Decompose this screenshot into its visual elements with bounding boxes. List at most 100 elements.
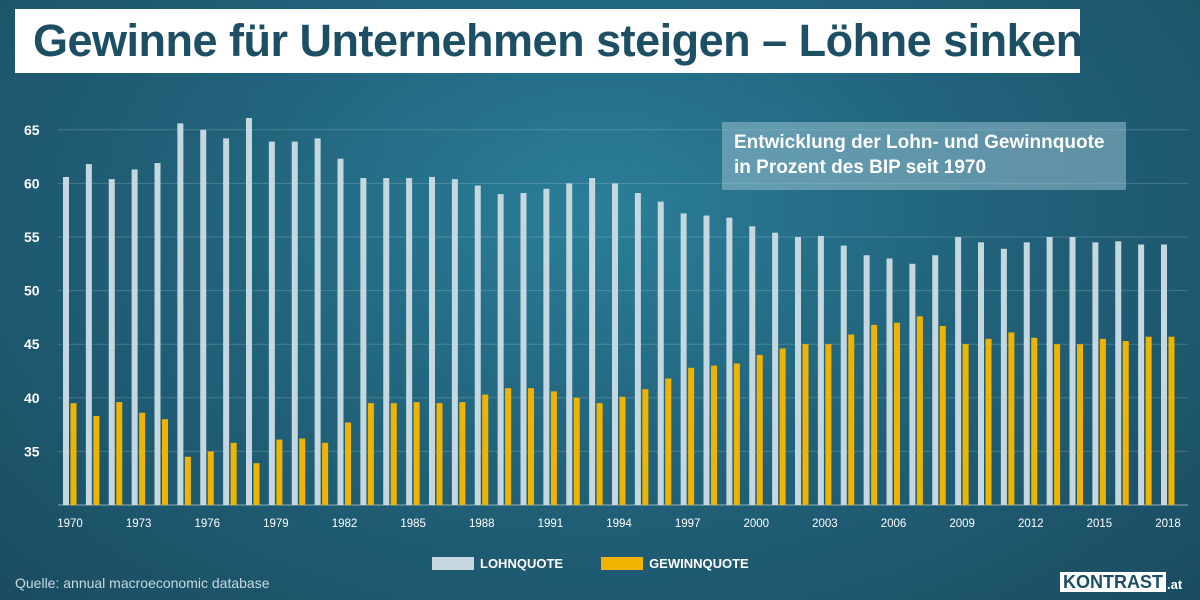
legend-swatch-lohnquote <box>432 557 474 570</box>
gewinnquote-bar-2009 <box>962 344 969 505</box>
gewinnquote-bar-1978 <box>253 463 260 505</box>
lohnquote-bar-1996 <box>657 201 664 505</box>
lohnquote-bar-2011 <box>1000 248 1007 506</box>
legend: LOHNQUOTE GEWINNQUOTE <box>432 556 749 571</box>
lohnquote-bar-1971 <box>85 164 92 505</box>
gewinnquote-bar-1997 <box>688 367 695 505</box>
lohnquote-bar-1997 <box>680 213 687 505</box>
lohnquote-bar-1985 <box>406 178 413 506</box>
gewinnquote-bar-2018 <box>1168 336 1175 505</box>
lohnquote-bar-2012 <box>1023 242 1030 506</box>
lohnquote-bar-1987 <box>451 179 458 505</box>
gewinnquote-bar-1999 <box>733 363 740 505</box>
legend-item-gewinnquote: GEWINNQUOTE <box>601 556 749 571</box>
lohnquote-bar-2016 <box>1115 241 1122 505</box>
gewinnquote-bar-1974 <box>162 419 168 505</box>
gewinnquote-bar-1981 <box>322 442 329 505</box>
logo-name: KONTRAST <box>1060 572 1166 592</box>
gewinnquote-bar-2004 <box>848 334 855 505</box>
lohnquote-bar-2009 <box>955 237 962 505</box>
gewinnquote-bar-2007 <box>916 316 923 505</box>
chart-subtitle: Entwicklung der Lohn- und Gewinnquote in… <box>722 122 1126 190</box>
lohnquote-bar-2010 <box>978 242 984 506</box>
gewinnquote-bar-1994 <box>619 396 626 505</box>
x-tick-label: 1970 <box>57 518 83 530</box>
gewinnquote-bar-2002 <box>802 344 809 505</box>
lohnquote-bar-1977 <box>223 138 230 505</box>
source-note: Quelle: annual macroeconomic database <box>15 575 270 591</box>
chart-title: Gewinne für Unternehmen steigen – Löhne … <box>33 15 1083 66</box>
lohnquote-bar-2015 <box>1092 242 1099 506</box>
lohnquote-bar-2014 <box>1069 237 1076 505</box>
gewinnquote-bar-2011 <box>1008 332 1015 505</box>
gewinnquote-bar-1977 <box>230 442 237 505</box>
gewinnquote-bar-1989 <box>505 388 512 505</box>
lohnquote-bar-1978 <box>246 118 252 506</box>
lohnquote-bar-2002 <box>795 237 801 505</box>
legend-swatch-gewinnquote <box>601 557 644 570</box>
x-tick-label: 2003 <box>812 518 838 530</box>
gewinnquote-bar-1986 <box>436 403 443 505</box>
y-tick-label: 60 <box>24 175 40 191</box>
lohnquote-bar-2007 <box>909 263 916 505</box>
lohnquote-bar-1981 <box>314 138 321 505</box>
lohnquote-bar-2004 <box>840 245 847 506</box>
gewinnquote-bar-1976 <box>207 451 214 505</box>
x-tick-label: 2012 <box>1018 518 1044 530</box>
x-tick-label: 1973 <box>126 518 152 530</box>
gewinnquote-bar-1985 <box>413 402 420 505</box>
y-tick-label: 35 <box>24 443 40 459</box>
y-tick-label: 45 <box>24 336 40 352</box>
gewinnquote-bar-2001 <box>779 348 786 505</box>
gewinnquote-bar-2017 <box>1145 336 1152 505</box>
x-tick-label: 1976 <box>194 518 220 530</box>
lohnquote-bar-1984 <box>383 178 390 506</box>
x-tick-label: 2009 <box>949 518 975 530</box>
gewinnquote-bar-1970 <box>70 403 77 505</box>
x-tick-label: 1997 <box>675 518 701 530</box>
lohnquote-bar-2001 <box>772 232 779 505</box>
gewinnquote-bar-2003 <box>825 344 832 505</box>
gewinnquote-bar-1998 <box>711 365 717 505</box>
x-tick-label: 1988 <box>469 518 495 530</box>
lohnquote-bar-2013 <box>1046 237 1053 505</box>
lohnquote-bar-1980 <box>291 141 298 506</box>
lohnquote-bar-1979 <box>268 141 275 506</box>
x-tick-label: 1991 <box>538 518 564 530</box>
gewinnquote-bar-1979 <box>276 439 283 505</box>
lohnquote-bar-2018 <box>1161 244 1167 505</box>
legend-item-lohnquote: LOHNQUOTE <box>432 556 563 571</box>
lohnquote-bar-1989 <box>497 194 504 505</box>
gewinnquote-bar-1975 <box>184 456 191 505</box>
lohnquote-bar-1999 <box>726 217 733 506</box>
lohnquote-bar-1974 <box>154 163 161 506</box>
y-tick-label: 65 <box>24 122 40 138</box>
gewinnquote-bar-1971 <box>93 416 100 505</box>
gewinnquote-bar-2016 <box>1122 340 1129 505</box>
gewinnquote-bar-1995 <box>642 389 649 505</box>
lohnquote-bar-1998 <box>703 215 710 505</box>
gewinnquote-bar-2015 <box>1099 338 1106 505</box>
x-tick-label: 2015 <box>1087 518 1113 530</box>
y-tick-label: 50 <box>24 283 40 299</box>
gewinnquote-bar-2013 <box>1054 344 1061 505</box>
title-box: Gewinne für Unternehmen steigen – Löhne … <box>15 9 1083 73</box>
gewinnquote-bar-2008 <box>939 325 946 505</box>
lohnquote-bar-1982 <box>337 158 344 505</box>
lohnquote-bar-1973 <box>131 169 138 506</box>
x-tick-label: 1994 <box>606 518 632 530</box>
lohnquote-bar-2008 <box>932 255 939 505</box>
kontrast-logo[interactable]: KONTRAST .at <box>1060 572 1182 592</box>
lohnquote-bar-1988 <box>474 185 481 505</box>
lohnquote-bar-2003 <box>817 235 824 506</box>
y-tick-label: 40 <box>24 390 40 406</box>
lohnquote-bar-1976 <box>200 129 207 506</box>
y-tick-label: 55 <box>24 229 40 245</box>
lohnquote-bar-1990 <box>520 193 527 505</box>
lohnquote-bar-1993 <box>589 178 596 506</box>
gewinnquote-bar-1980 <box>299 438 306 505</box>
gewinnquote-bar-1988 <box>482 394 489 505</box>
gewinnquote-bar-1984 <box>390 403 397 505</box>
gewinnquote-bar-1992 <box>573 397 580 505</box>
logo-suffix: .at <box>1167 577 1183 592</box>
